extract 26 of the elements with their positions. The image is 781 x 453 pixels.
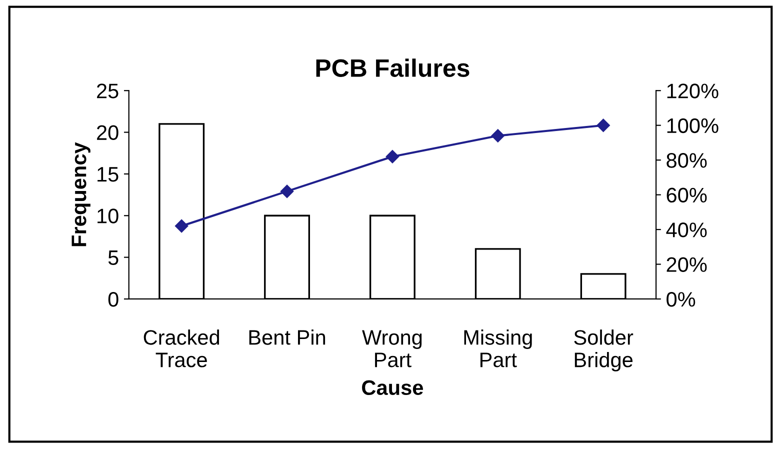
x-tick-label: Missing Part	[464, 330, 532, 368]
y-tick-label: 20	[97, 125, 118, 140]
x-tick-label: Cracked Trace	[144, 330, 220, 368]
y-tick-label: 5	[108, 250, 118, 266]
y2-tick-label: 20%	[666, 257, 707, 272]
y2-tick-label: 80%	[666, 153, 707, 168]
y2-tick-label: 100%	[667, 118, 718, 134]
x-axis-title: Cause	[362, 380, 424, 396]
y-tick-label: 0	[108, 292, 118, 307]
x-tick-label: Bent Pin	[249, 330, 326, 345]
point	[386, 150, 400, 164]
x-tick-label: Solder Bridge	[574, 330, 634, 372]
y-tick-label: 10	[98, 208, 118, 224]
chart-title: PCB Failures	[316, 58, 470, 77]
point	[596, 118, 610, 132]
y2-tick-label: 120%	[667, 84, 718, 98]
y-axis-title: Frequency	[72, 142, 90, 246]
point	[491, 129, 504, 142]
point	[174, 219, 188, 233]
y2-tick-label: 0%	[666, 292, 696, 307]
y-tick-label: 15	[98, 167, 118, 182]
y2-tick-label: 40%	[666, 222, 707, 238]
y2-tick-label: 60%	[666, 188, 707, 203]
x-tick-label: Wrong Part	[362, 330, 422, 368]
y-tick-label: 25	[97, 84, 118, 98]
point	[280, 184, 294, 198]
